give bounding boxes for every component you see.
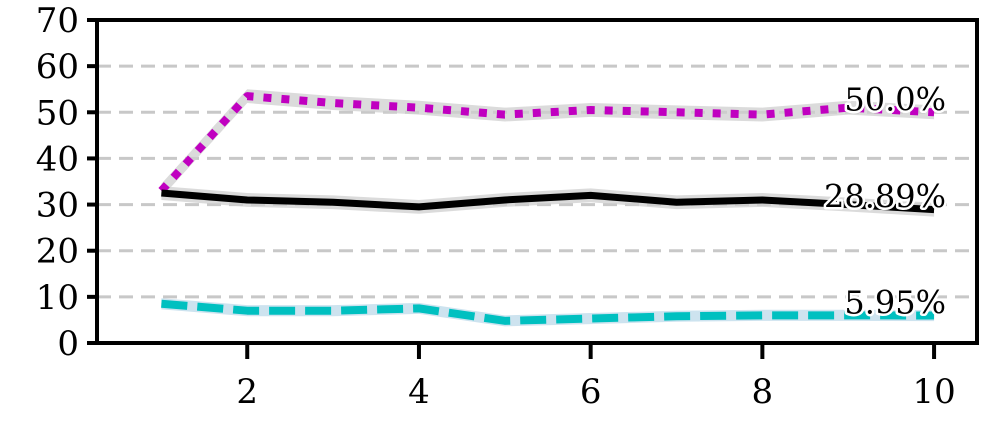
- x-tick-label-8: 8: [752, 372, 774, 412]
- series-2-end-label: 5.95%: [844, 284, 946, 322]
- x-tick-label-6: 6: [580, 372, 602, 412]
- x-axis: 2 4 6 8 10: [236, 343, 956, 412]
- plot-frame: [95, 18, 979, 345]
- x-tick-label-2: 2: [236, 372, 258, 412]
- y-tick-label-60: 60: [36, 47, 79, 87]
- y-tick-label-30: 30: [36, 186, 79, 226]
- y-axis: 0 10 20 30 40 50 60 70: [36, 1, 97, 364]
- series-0-end-label: 50.0%: [844, 80, 946, 118]
- x-tick-label-4: 4: [408, 372, 430, 412]
- y-tick-label-70: 70: [36, 1, 79, 41]
- x-tick-label-10: 10: [912, 372, 955, 412]
- y-tick-label-50: 50: [36, 93, 79, 133]
- series-end-labels: 50.0% 28.89% 5.95%: [821, 78, 948, 324]
- series-0-band: [161, 89, 935, 198]
- series-1-line: [161, 189, 935, 214]
- y-tick-label-10: 10: [36, 278, 79, 318]
- y-tick-label-0: 0: [57, 324, 79, 364]
- y-tick-label-20: 20: [36, 232, 79, 272]
- confidence-bands: [161, 89, 935, 327]
- series-0-line: [158, 92, 935, 194]
- series-1-band: [161, 186, 935, 217]
- series-1-end-label: 28.89%: [824, 178, 946, 216]
- series-2-line: [161, 299, 935, 325]
- y-tick-label-40: 40: [36, 139, 79, 179]
- series-lines: [158, 92, 935, 325]
